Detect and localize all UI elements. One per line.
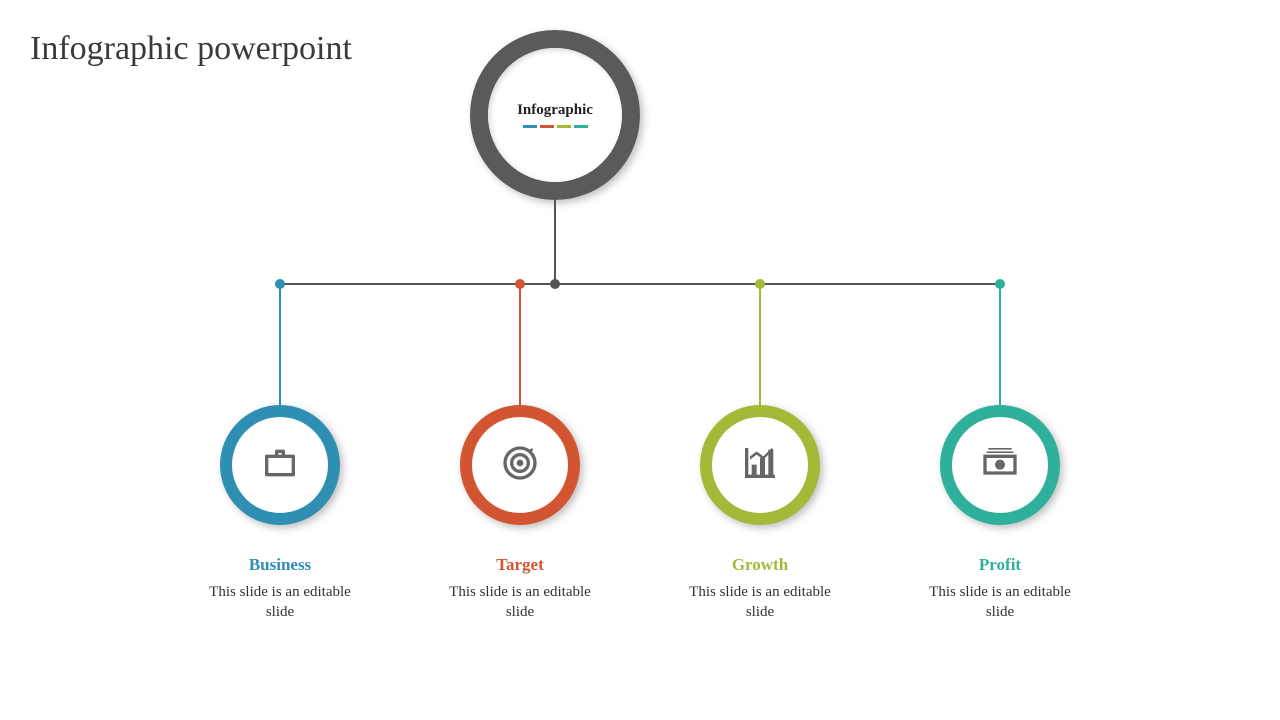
item-label: Business [200, 555, 360, 575]
item-desc: This slide is an editable slide [675, 582, 845, 623]
branch-line [519, 283, 521, 405]
money-icon [980, 443, 1020, 488]
central-label: Infographic [517, 102, 593, 119]
target-icon [500, 443, 540, 488]
branch-line [279, 283, 281, 405]
item-label: Target [440, 555, 600, 575]
item-desc: This slide is an editable slide [195, 582, 365, 623]
central-dash-row [523, 125, 588, 128]
chart-icon [740, 443, 780, 488]
dash [523, 125, 537, 128]
item-label: Growth [680, 555, 840, 575]
central-circle: Infographic [488, 48, 622, 182]
branch-line [759, 283, 761, 405]
item-desc: This slide is an editable slide [915, 582, 1085, 623]
item-circle-target [460, 405, 580, 525]
item-label: Profit [920, 555, 1080, 575]
item-desc: This slide is an editable slide [435, 582, 605, 623]
connector-stem [554, 200, 556, 283]
item-circle-growth [700, 405, 820, 525]
item-circle-profit [940, 405, 1060, 525]
dash [557, 125, 571, 128]
connector-center-dot [550, 279, 560, 289]
dash [540, 125, 554, 128]
branch-line [999, 283, 1001, 405]
connector-horizontal [280, 283, 1000, 285]
briefcase-icon [260, 443, 300, 488]
slide-title: Infographic powerpoint [30, 30, 352, 68]
item-circle-business [220, 405, 340, 525]
dash [574, 125, 588, 128]
